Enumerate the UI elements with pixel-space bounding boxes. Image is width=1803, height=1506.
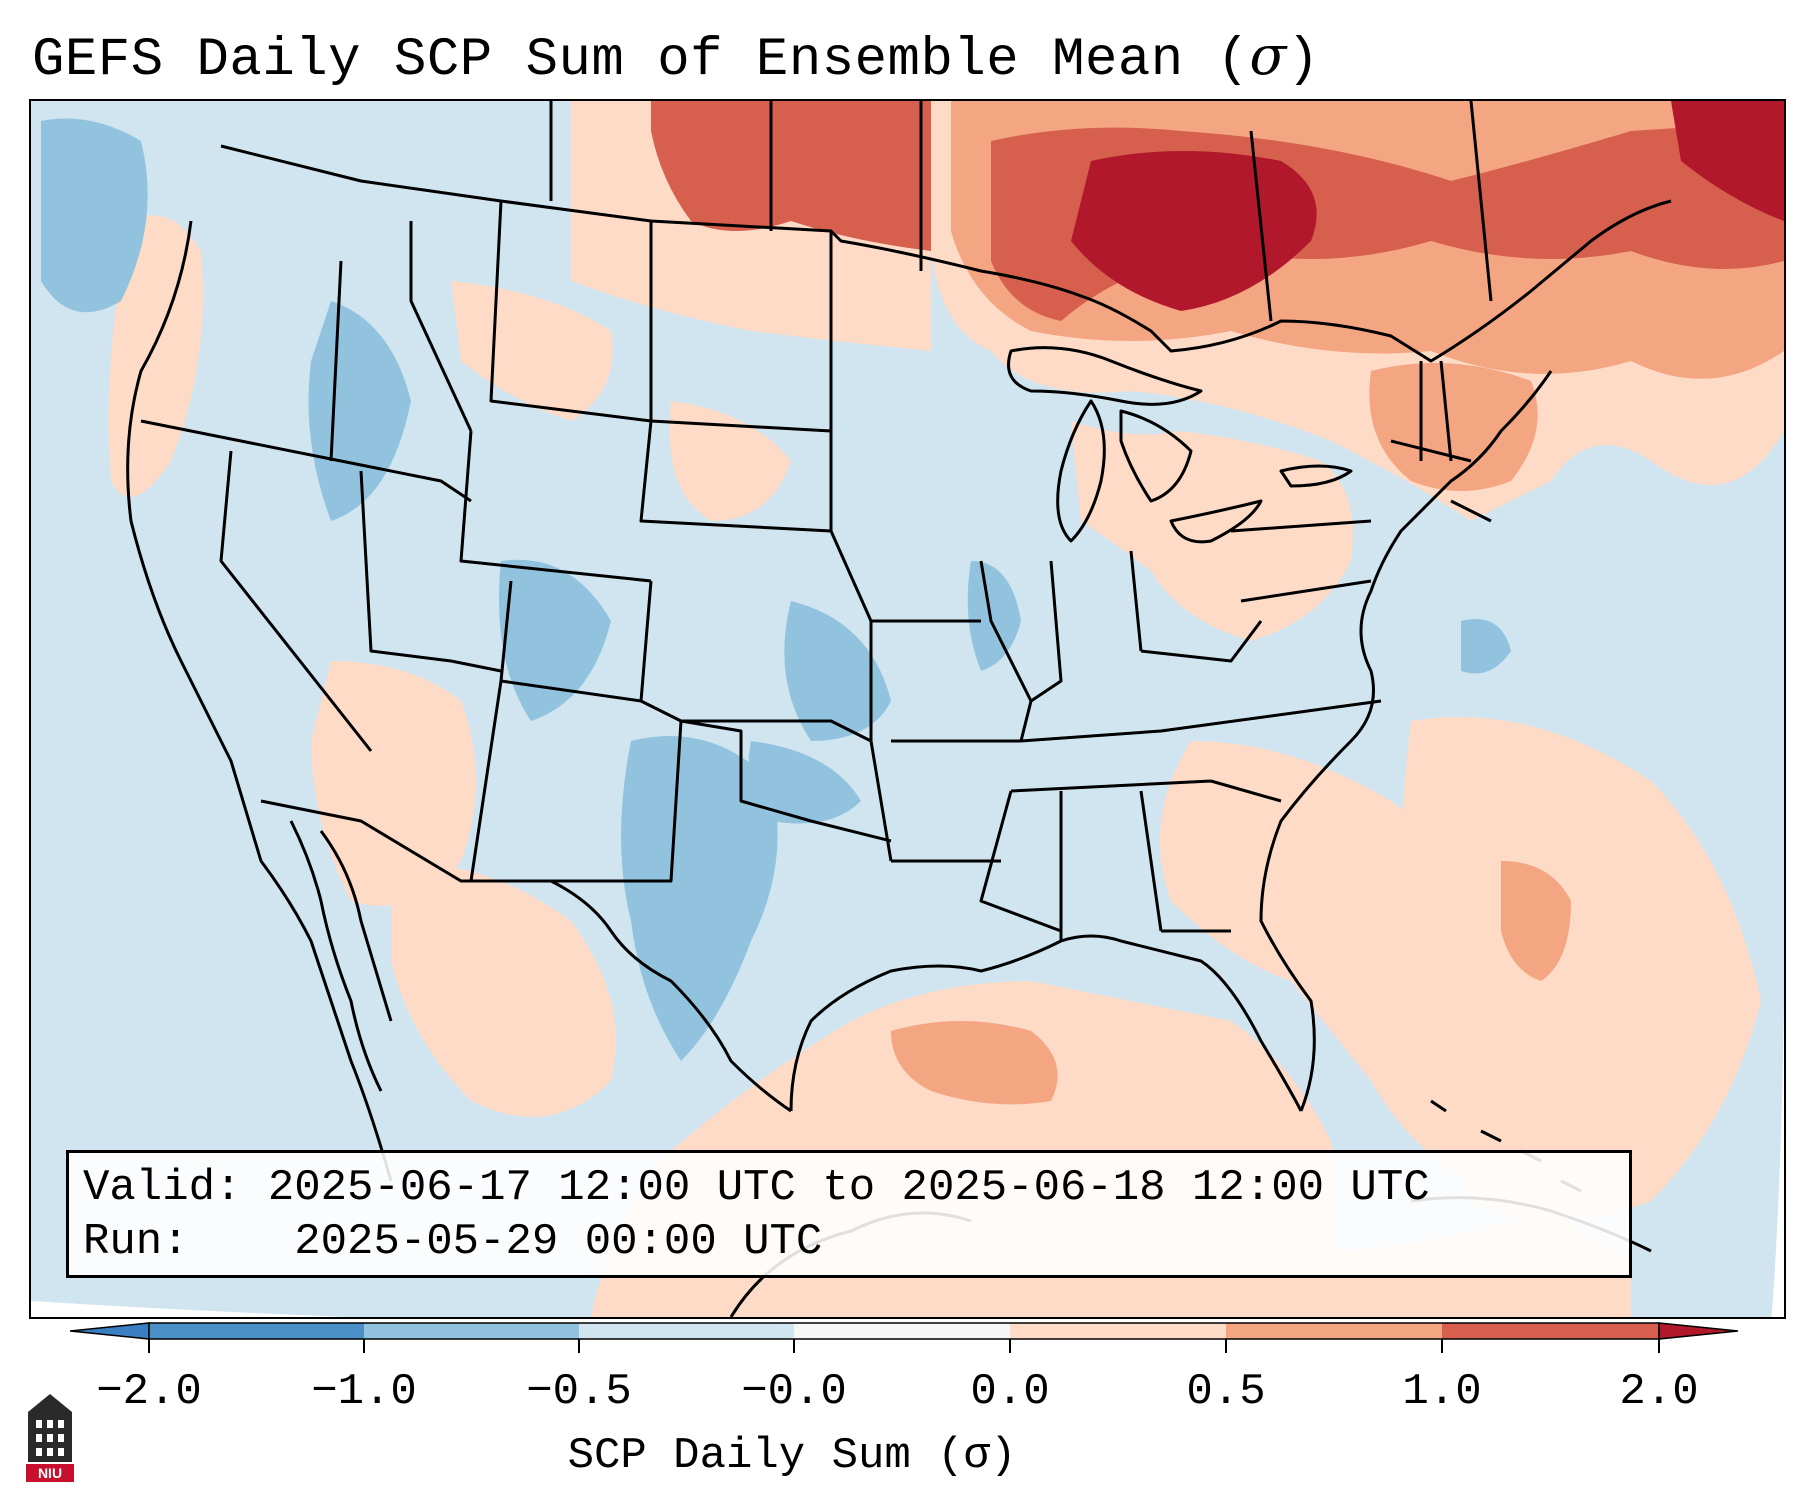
negative-anomalies [41,118,1511,1061]
colorbar-outline [148,1322,1660,1340]
lake-huron [1119,409,1193,503]
anomaly-colorado [499,559,611,721]
lake-erie [1169,499,1263,544]
title-text: GEFS Daily SCP Sum of Ensemble Mean ( [32,30,1250,91]
state-lines [140,200,1492,941]
anomaly-oklahoma [748,741,861,824]
gulf-coast [789,934,1303,1112]
anomaly-idaho [308,301,411,521]
anomaly-illinois [967,561,1021,671]
anomaly-gulf-orange [891,1021,1058,1105]
colorbar-bin-4 [794,1323,1010,1339]
valid-value: 2025-06-17 12:00 UTC to 2025-06-18 12:00… [267,1163,1430,1213]
gulf-california [319,830,393,1022]
domain-edge-left [31,1301,307,1317]
colorbar [70,1322,1739,1353]
us-mexico-border [260,799,792,1113]
map-panel [29,99,1786,1319]
tick-label: −2.0 [96,1367,202,1417]
logo-text: NIU [38,1465,62,1481]
lake-ontario [1279,464,1353,488]
anomaly-prairies-red [651,101,931,251]
colorbar-bin-2 [364,1323,579,1339]
colorbar-bin-1 [149,1323,364,1339]
tick-label: −1.0 [311,1367,417,1417]
run-value: 2025-05-29 00:00 UTC [294,1217,823,1267]
west-coast [126,220,393,1182]
tick-label: 2.0 [1619,1367,1699,1417]
lake-superior [1007,346,1203,406]
anomaly-ne-us [1369,363,1538,491]
anomaly-great-lakes [1071,421,1353,641]
boundaries [126,101,1672,1317]
tick-label: −0.5 [526,1367,632,1417]
anomaly-mexico [391,861,616,1117]
anomaly-southwest [311,661,476,906]
east-coast [1259,370,1553,1112]
niu-logo: NIU [26,1394,74,1482]
colorbar-bin-3 [579,1323,794,1339]
tick-label: 0.5 [1186,1367,1266,1417]
colorbar-extend-low [70,1322,150,1340]
anomaly-texas [621,736,778,1061]
anomaly-atlantic-blue [1461,619,1511,674]
validity-info-box: Valid: 2025-06-17 12:00 UTC to 2025-06-1… [66,1150,1632,1278]
colorbar-extend-high [1658,1322,1739,1340]
tick-label: 1.0 [1402,1367,1482,1417]
chart-title: GEFS Daily SCP Sum of Ensemble Mean (σ) [32,22,1320,95]
logo-band [26,1464,74,1482]
anomaly-montana [451,281,613,421]
positive-anomalies [108,101,1784,1317]
colorbar-ticks [148,1339,1660,1353]
province-lines [549,101,1493,322]
anomaly-canada-darkred [1071,151,1317,311]
tick-label: 0.0 [970,1367,1050,1417]
anomaly-ne-corner [1671,101,1784,221]
tick-label: −0.0 [741,1367,847,1417]
colorbar-bin-5 [1010,1323,1226,1339]
baja-coast [289,820,383,1092]
anomaly-pacific-nw [41,118,148,313]
valid-label: Valid: [83,1163,242,1213]
valid-row: Valid: 2025-06-17 12:00 UTC to 2025-06-1… [83,1161,1629,1215]
domain-edge-right [1771,1001,1784,1317]
title-sigma: σ [1249,24,1287,87]
title-close: ) [1286,30,1320,91]
colorbar-bin-6 [1226,1323,1442,1339]
lake-michigan [1056,399,1106,543]
run-row: Run: 2025-05-29 00:00 UTC [83,1215,1629,1269]
anomaly-west-coast [108,215,203,497]
anomaly-atlantic [1401,717,1761,1221]
anomaly-nebraska [669,401,791,521]
scp-map [31,101,1784,1317]
us-canada-border [220,144,1672,363]
colorbar-bin-7 [1442,1323,1659,1339]
colorbar-label: SCP Daily Sum (σ) [567,1431,1017,1481]
run-label: Run: [83,1217,189,1267]
anomaly-atlantic-core [1501,861,1571,981]
anomaly-kansas [784,601,891,741]
